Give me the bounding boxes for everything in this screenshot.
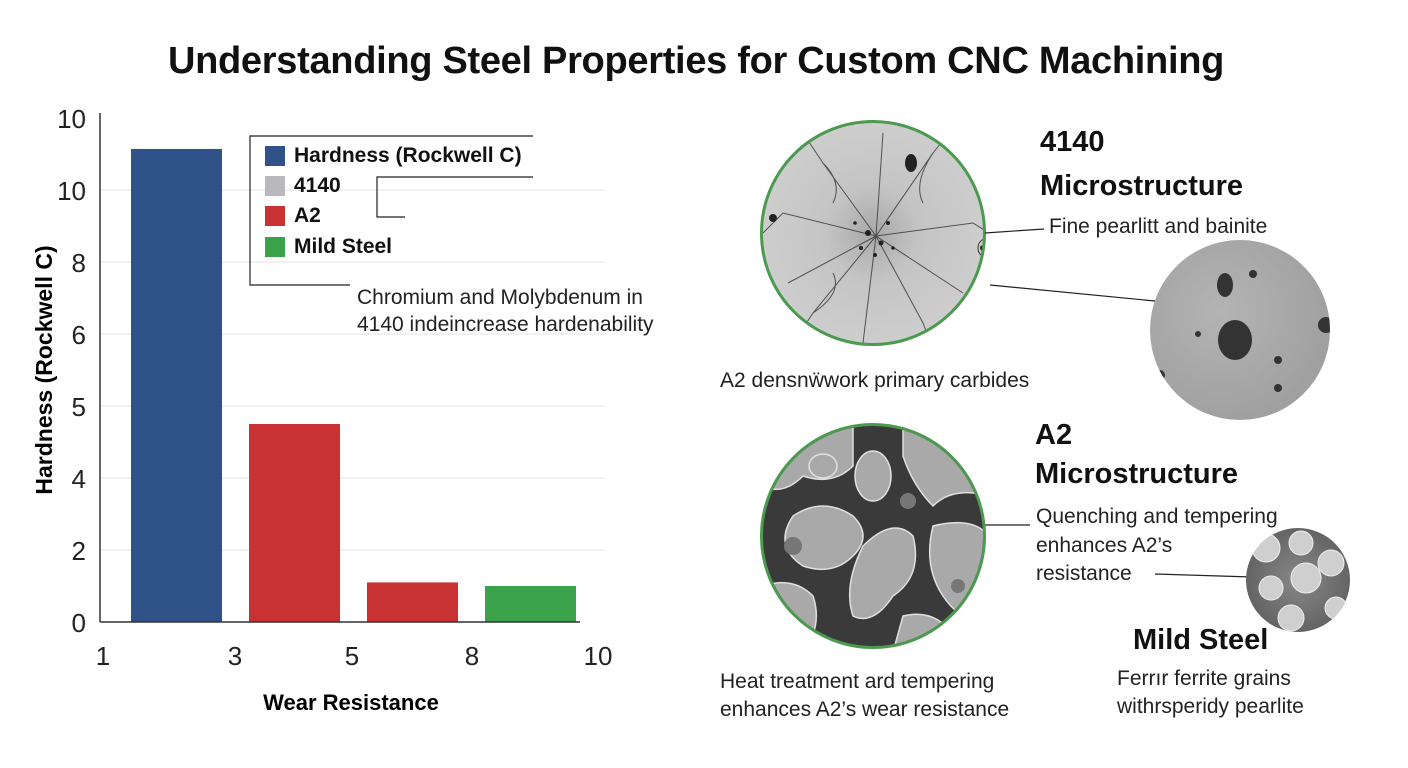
grain-texture bbox=[1251, 530, 1348, 632]
x-tick-label: 8 bbox=[465, 641, 479, 671]
bar-chart: 0 2 4 5 6 8 10 10 1 3 5 8 10 Wear Resistance Hardne… bbox=[31, 104, 613, 715]
bar bbox=[249, 424, 340, 622]
pore-texture bbox=[1155, 270, 1330, 392]
micrograph-4140 bbox=[760, 120, 986, 346]
legend-label: A2 bbox=[294, 204, 321, 227]
y-tick-label: 10 bbox=[57, 176, 86, 206]
heading-4140: 4140 bbox=[1040, 126, 1105, 158]
legend-label: Mild Steel bbox=[294, 235, 393, 258]
x-axis-label: Wear Resistance bbox=[263, 690, 439, 715]
x-tick-label: 1 bbox=[96, 641, 110, 671]
legend-item-hardness: Hardness (Rockwell C) bbox=[265, 144, 522, 168]
legend-swatch bbox=[265, 237, 285, 257]
micrograph-a2 bbox=[760, 423, 986, 649]
a2-caption-line1: Quenching and tempering bbox=[1036, 505, 1278, 528]
legend-item-mild-steel: Mild Steel bbox=[265, 235, 392, 259]
y-tick-label: 4 bbox=[72, 464, 86, 494]
legend-swatch bbox=[265, 176, 285, 196]
legend-item-a2: A2 bbox=[265, 204, 321, 228]
y-axis-label: Hardness (Rockwell C) bbox=[31, 245, 57, 494]
heading-4140-microstructure: Microstructure bbox=[1040, 170, 1244, 202]
heading-a2: A2 bbox=[1035, 419, 1073, 451]
y-tick-label: 5 bbox=[72, 392, 86, 422]
y-tick-label: 10 bbox=[57, 104, 86, 134]
legend-swatch bbox=[265, 206, 285, 226]
legend-swatch bbox=[265, 146, 285, 166]
x-tick-label: 10 bbox=[584, 641, 613, 671]
heat-caption-line1: Heat treatment ard tempering bbox=[720, 670, 995, 693]
bar bbox=[367, 582, 458, 622]
legend-item-4140: 4140 bbox=[265, 174, 341, 198]
heading-a2-microstructure: Microstructure bbox=[1035, 458, 1239, 490]
carbide-texture bbox=[763, 426, 983, 646]
legend-label: Hardness (Rockwell C) bbox=[294, 144, 522, 167]
bar bbox=[485, 586, 576, 622]
mild-caption-line1: Ferrır ferrite grains bbox=[1117, 667, 1291, 690]
legend-label: 4140 bbox=[294, 174, 341, 197]
y-tick-label: 6 bbox=[72, 320, 86, 350]
caption-4140: Fine pearlitt and bainite bbox=[1049, 215, 1268, 238]
bar bbox=[131, 148, 222, 622]
x-tick-label: 3 bbox=[228, 641, 242, 671]
a2-caption-line2: enhances A2’s bbox=[1036, 534, 1173, 557]
y-tick-label: 0 bbox=[72, 608, 86, 638]
heat-caption-line2: enhances A2’s wear resistance bbox=[720, 698, 1010, 721]
a2-caption-line3: resistance bbox=[1036, 562, 1132, 585]
caption-a2-carbides: A2 densnẅwork primary carbides bbox=[720, 369, 1030, 392]
chart-annotation: Chromium and Molybdenum in 4140 indeincr… bbox=[357, 286, 654, 336]
y-tick-label: 8 bbox=[72, 248, 86, 278]
mild-caption-line2: withrsperidy pearlite bbox=[1117, 695, 1304, 718]
micrograph-4140-detail bbox=[1150, 240, 1330, 420]
micrograph-mild-steel bbox=[1246, 528, 1350, 632]
page-title: Understanding Steel Properties for Custo… bbox=[167, 40, 1225, 82]
heading-mild-steel: Mild Steel bbox=[1133, 624, 1269, 656]
legend-frame bbox=[249, 135, 533, 286]
y-tick-label: 2 bbox=[72, 536, 86, 566]
x-tick-label: 5 bbox=[345, 641, 359, 671]
